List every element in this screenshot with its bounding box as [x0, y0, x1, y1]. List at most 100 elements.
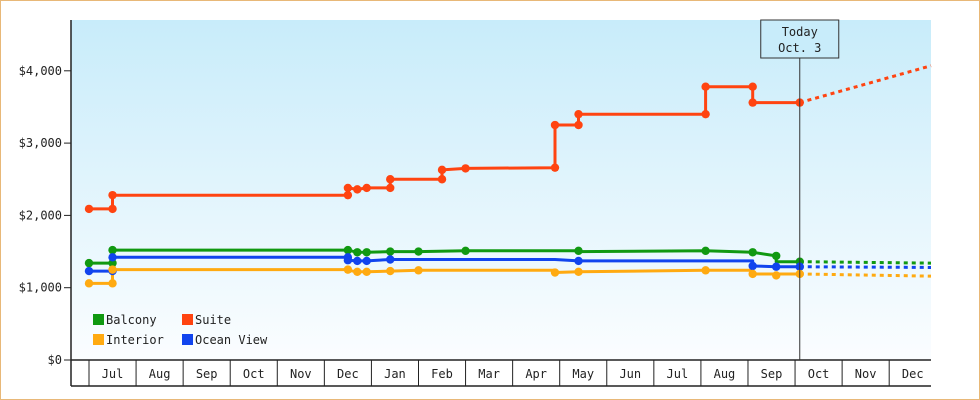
- data-point-suite: [343, 190, 353, 200]
- x-tick-label: Nov: [290, 367, 312, 381]
- data-point-suite: [386, 183, 395, 193]
- data-point-suite: [748, 82, 757, 91]
- data-point-suite: [353, 185, 362, 194]
- data-point-suite: [550, 163, 560, 172]
- x-tick-label: Aug: [714, 367, 736, 381]
- x-tick-label: Dec: [902, 367, 924, 381]
- x-tick-label: Jan: [384, 367, 406, 381]
- data-point-suite: [437, 165, 447, 175]
- data-point-suite: [108, 204, 117, 214]
- data-point-interior: [414, 266, 423, 275]
- y-tick-label: $2,000: [19, 208, 62, 222]
- data-point-suite: [437, 175, 447, 184]
- marker-layer: [84, 82, 804, 288]
- data-point-interior: [108, 279, 117, 288]
- data-point-suite: [701, 109, 710, 119]
- data-point-interior: [574, 267, 583, 276]
- y-tick-label: $3,000: [19, 136, 62, 150]
- y-tick-label: $0: [48, 353, 62, 367]
- data-point-ocean-view: [574, 256, 583, 266]
- forecast-line-suite: [799, 64, 932, 105]
- data-point-ocean-view: [353, 256, 362, 266]
- data-point-ocean-view: [748, 261, 757, 271]
- data-point-balcony: [772, 251, 781, 261]
- data-point-ocean-view: [343, 256, 353, 265]
- data-point-suite: [701, 82, 710, 91]
- data-point-interior: [748, 269, 757, 279]
- series-line-balcony: [89, 248, 800, 265]
- today-box: [760, 19, 840, 59]
- data-point-balcony: [108, 245, 117, 255]
- data-point-suite: [461, 164, 470, 173]
- data-point-balcony: [353, 248, 362, 257]
- data-point-balcony: [108, 258, 117, 268]
- axis-layer: $0 $1,000 $2,000 $3,000 $4,000 Jul Aug Sep Oct No…: [19, 20, 931, 387]
- data-point-interior: [343, 265, 353, 274]
- x-tick-label: Jul: [667, 367, 689, 381]
- today-label: Today: [782, 25, 818, 39]
- legend-label-ocean-view: Ocean View: [195, 333, 268, 347]
- data-point-suite: [84, 204, 94, 214]
- x-tick-label: Nov: [855, 367, 877, 381]
- x-tick-label: Sep: [761, 367, 783, 381]
- x-tick-label: Jul: [102, 367, 124, 381]
- data-point-interior: [550, 268, 560, 277]
- data-point-suite: [362, 183, 371, 193]
- forecast-line-balcony: [799, 260, 932, 265]
- x-tick-label: Aug: [149, 367, 171, 381]
- data-point-interior: [353, 267, 362, 276]
- data-point-interior: [386, 266, 395, 276]
- data-point-interior: [362, 267, 371, 276]
- plot-background: [71, 20, 931, 360]
- data-point-suite: [748, 98, 757, 107]
- legend-swatch-suite: [182, 314, 193, 325]
- legend-swatch-interior: [93, 334, 104, 345]
- x-tick-label: Feb: [431, 367, 453, 381]
- data-point-ocean-view: [108, 253, 117, 262]
- data-point-ocean-view: [772, 262, 781, 271]
- data-point-balcony: [461, 246, 470, 256]
- data-point-balcony: [343, 245, 353, 255]
- legend-swatch-balcony: [93, 314, 104, 325]
- data-point-suite: [550, 120, 560, 130]
- legend-label-balcony: Balcony: [106, 313, 157, 327]
- x-tick-label: Oct: [808, 367, 830, 381]
- x-tick-label: Sep: [196, 367, 218, 381]
- legend: Balcony Suite Interior Ocean View: [93, 313, 268, 347]
- y-tick-label: $4,000: [19, 64, 62, 78]
- data-point-suite: [574, 109, 583, 119]
- data-point-balcony: [362, 248, 371, 257]
- data-point-interior: [108, 265, 117, 274]
- y-tick-label: $1,000: [19, 281, 62, 295]
- x-tick-label: Oct: [243, 367, 265, 381]
- legend-label-suite: Suite: [195, 313, 231, 327]
- data-point-interior: [701, 266, 710, 275]
- x-tick-label: Mar: [478, 367, 500, 381]
- data-point-suite: [108, 190, 117, 200]
- x-tick-label: Jun: [619, 367, 641, 381]
- x-tick-label: May: [572, 367, 594, 381]
- data-point-ocean-view: [362, 256, 371, 266]
- data-point-balcony: [748, 248, 757, 257]
- legend-label-interior: Interior: [106, 333, 164, 347]
- data-point-ocean-view: [84, 266, 94, 276]
- x-tick-label: Dec: [337, 367, 359, 381]
- x-tick-label: Apr: [525, 367, 547, 381]
- data-point-balcony: [386, 247, 395, 256]
- data-point-interior: [84, 279, 94, 288]
- data-point-balcony: [414, 247, 423, 256]
- data-point-suite: [386, 175, 395, 184]
- data-point-suite: [343, 183, 353, 193]
- data-point-ocean-view: [386, 255, 395, 264]
- data-point-balcony: [701, 246, 710, 256]
- data-point-balcony: [84, 258, 94, 268]
- forecast-line-interior: [799, 272, 932, 278]
- data-point-interior: [772, 271, 781, 280]
- legend-swatch-ocean-view: [182, 334, 193, 345]
- today-marker: Today Oct. 3: [760, 19, 840, 360]
- data-point-balcony: [574, 246, 583, 256]
- forecast-line-ocean-view: [799, 265, 932, 269]
- today-date: Oct. 3: [778, 41, 821, 55]
- data-point-suite: [574, 120, 583, 130]
